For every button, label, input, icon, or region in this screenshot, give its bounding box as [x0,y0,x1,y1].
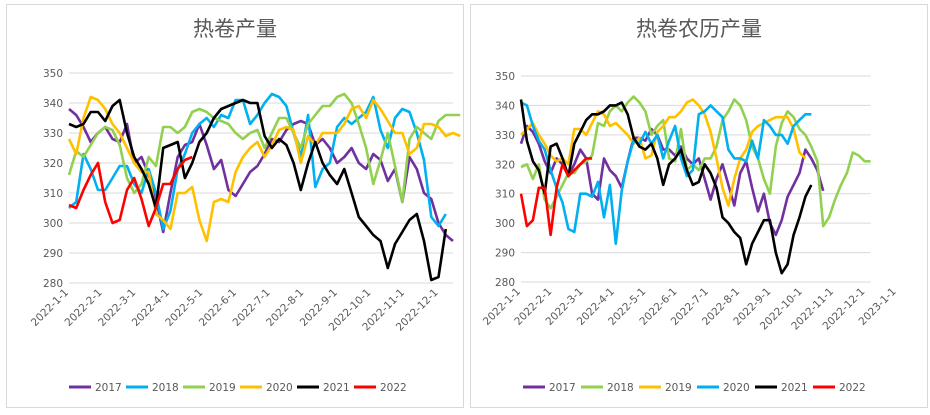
y-tick-label: 290 [495,248,515,260]
y-tick-label: 340 [43,98,63,110]
y-tick-label: 340 [495,100,515,112]
legend-label-2019: 2019 [665,382,692,394]
chart-title: 热卷农历产量 [636,17,762,41]
chart-panel-right: 热卷农历产量 280 290 300 310 320 330 340 350 2022-1-1 2… [470,4,928,408]
legend-label-2020: 2020 [266,382,293,394]
legend-label-2018: 2018 [607,382,634,394]
series-line-2021 [68,98,448,282]
legend-label-2022: 2022 [839,382,866,394]
chart-svg: 2802903003103203303403502022-1-12022-2-1… [29,68,461,394]
series-line-2018 [68,92,447,231]
chart-title: 热卷产量 [193,17,277,41]
series-line-2022 [519,157,593,237]
series-line-2019 [67,92,461,204]
series-line-2020 [67,95,461,243]
legend-label-2021: 2021 [323,382,350,394]
y-tick-label: 300 [495,218,515,230]
legend-label-2022: 2022 [380,382,407,394]
legend-label-2017: 2017 [549,382,576,394]
y-tick-label: 280 [43,278,63,290]
series-line-2020 [520,101,812,245]
y-tick-label: 310 [495,189,515,201]
y-tick-label: 300 [43,218,63,230]
chart-svg: 2802903003103203303403502022-1-12022-2-1… [481,71,899,394]
legend-label-2018: 2018 [152,382,179,394]
series-line-2022 [68,155,193,228]
legend-label-2017: 2017 [95,382,122,394]
y-tick-label: 320 [43,158,63,170]
series-line-2017 [519,124,825,237]
legend-label-2019: 2019 [209,382,236,394]
legend-label-2020: 2020 [723,382,750,394]
y-tick-label: 330 [43,128,63,140]
legend-label-2021: 2021 [781,382,808,394]
y-tick-label: 280 [495,277,515,289]
chart-panel-left: 热卷产量 280 290 300 310 320 330 340 350 2022-1-1 202… [6,4,464,408]
y-tick-label: 310 [43,188,63,200]
y-tick-label: 350 [495,71,515,83]
y-tick-label: 350 [43,68,63,80]
series-line-2019 [520,98,807,207]
y-tick-label: 320 [495,159,515,171]
y-tick-label: 290 [43,248,63,260]
series-line-2021 [519,99,813,275]
y-tick-label: 330 [495,130,515,142]
